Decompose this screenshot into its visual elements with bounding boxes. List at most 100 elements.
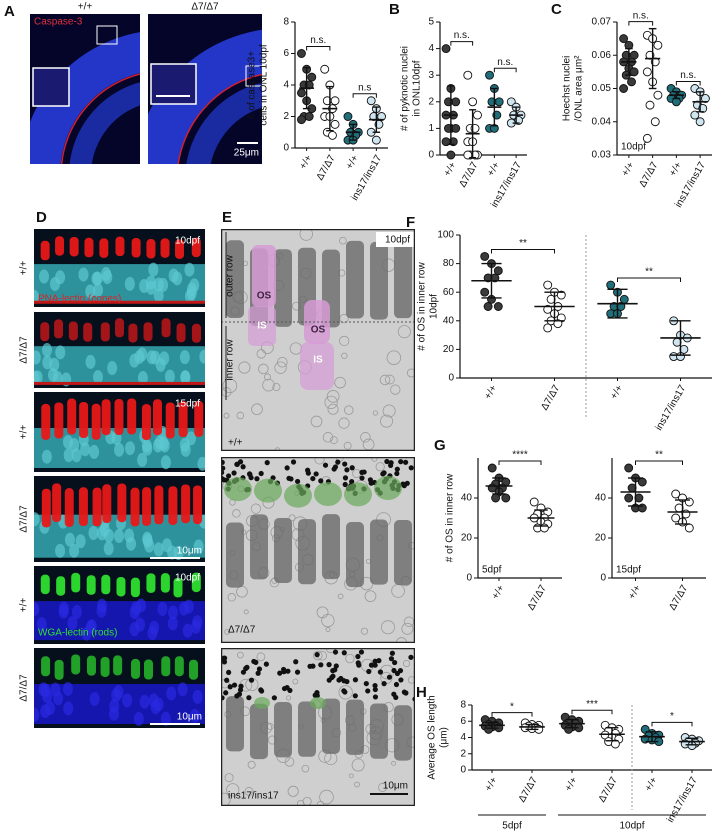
micrograph xyxy=(34,312,205,388)
texture xyxy=(313,650,323,661)
stain-label: Caspase-3 xyxy=(34,17,83,28)
data-point xyxy=(493,266,503,276)
pigment xyxy=(290,459,297,465)
error-bar xyxy=(485,721,499,729)
outer-segment xyxy=(143,659,153,680)
outer-segment xyxy=(41,488,51,528)
outer-segment xyxy=(142,487,152,526)
error-bar xyxy=(670,320,691,356)
micrograph xyxy=(221,229,415,451)
data-point xyxy=(494,97,504,107)
significance-bracket xyxy=(628,21,654,26)
y-tick-label: 3 xyxy=(428,70,434,81)
nucleus xyxy=(34,707,40,722)
pigment xyxy=(408,465,414,471)
y-tick-label: 2 xyxy=(460,748,466,759)
x-tick-label: +/+ xyxy=(483,383,500,401)
significance-bracket xyxy=(306,46,331,51)
outer-segment xyxy=(174,656,184,677)
nucleus xyxy=(36,617,47,632)
outer-segment xyxy=(128,323,138,343)
texture xyxy=(390,384,401,395)
outer-segment xyxy=(146,573,156,593)
error-bar xyxy=(534,509,548,527)
outer-segment xyxy=(41,656,51,677)
pigment xyxy=(231,682,238,688)
texture xyxy=(339,335,350,347)
pigment xyxy=(227,684,233,690)
y-axis-label: # of OS in inner row xyxy=(417,262,428,351)
data-point xyxy=(553,319,563,329)
outer-segment xyxy=(101,399,111,436)
texture xyxy=(360,627,369,635)
significance-bracket xyxy=(635,460,683,465)
pigment xyxy=(240,464,246,470)
pigment xyxy=(314,652,320,658)
error-bar xyxy=(481,262,502,299)
texture xyxy=(221,792,231,806)
outer-segment xyxy=(86,575,96,595)
x-tick-label: Δ7/Δ7 xyxy=(539,383,562,412)
pigment xyxy=(221,465,226,471)
nucleus xyxy=(34,512,40,527)
significance-bracket xyxy=(617,277,681,283)
nucleus xyxy=(85,354,96,369)
texture xyxy=(310,415,323,428)
error-bar xyxy=(525,723,539,731)
scale-label: 25μm xyxy=(234,148,259,159)
panel-letter: G xyxy=(434,437,446,454)
pigment xyxy=(277,670,283,676)
nucleus xyxy=(158,436,169,451)
significance-label: ** xyxy=(655,450,663,461)
pigment xyxy=(388,462,394,469)
texture xyxy=(327,403,339,415)
y-tick-label: 5 xyxy=(428,17,434,28)
data-point xyxy=(671,489,681,499)
data-point xyxy=(371,135,381,145)
nucleus xyxy=(133,711,144,726)
stain-label: PNA-lectin (cones) xyxy=(38,294,121,305)
pigment xyxy=(238,683,244,689)
nucleus xyxy=(126,536,137,551)
scale-label: 10μm xyxy=(177,712,202,723)
inset-box xyxy=(96,25,118,45)
error-bar xyxy=(544,291,565,322)
pigment xyxy=(221,659,228,665)
x-tick-label: +/+ xyxy=(643,775,660,793)
genotype-label: Δ7/Δ7 xyxy=(19,505,30,533)
frame xyxy=(221,648,415,806)
scale-label: 10μm xyxy=(177,546,202,557)
outer-segment xyxy=(117,483,127,523)
nucleus xyxy=(148,262,159,277)
texture xyxy=(274,361,287,374)
texture xyxy=(348,773,354,779)
nucleus xyxy=(85,284,96,299)
data-point xyxy=(493,302,503,311)
error-bar xyxy=(696,91,704,113)
nucleus xyxy=(114,442,125,457)
nucleus xyxy=(182,623,193,638)
nucleus xyxy=(42,343,53,358)
os-highlight xyxy=(310,697,326,709)
texture xyxy=(324,395,338,409)
inset xyxy=(32,67,70,107)
pigment xyxy=(408,654,414,660)
texture xyxy=(326,390,340,403)
is-highlight xyxy=(300,342,334,390)
y-tick-label: 0 xyxy=(466,573,472,584)
pigment xyxy=(368,662,375,668)
genotype-label: +/+ xyxy=(19,425,30,440)
texture xyxy=(322,432,334,443)
nucleus xyxy=(149,620,160,635)
outer-segment xyxy=(114,318,124,338)
micrograph xyxy=(221,648,415,806)
x-tick-label: Δ7/Δ7 xyxy=(637,160,660,189)
texture xyxy=(222,378,238,394)
outer-segment xyxy=(189,659,199,680)
age-label: 10dpf xyxy=(385,235,410,246)
cell xyxy=(370,241,388,320)
texture xyxy=(250,503,262,514)
nucleus xyxy=(124,276,135,291)
y-tick-label: 4 xyxy=(460,732,466,743)
x-tick-label: +/+ xyxy=(667,160,684,178)
